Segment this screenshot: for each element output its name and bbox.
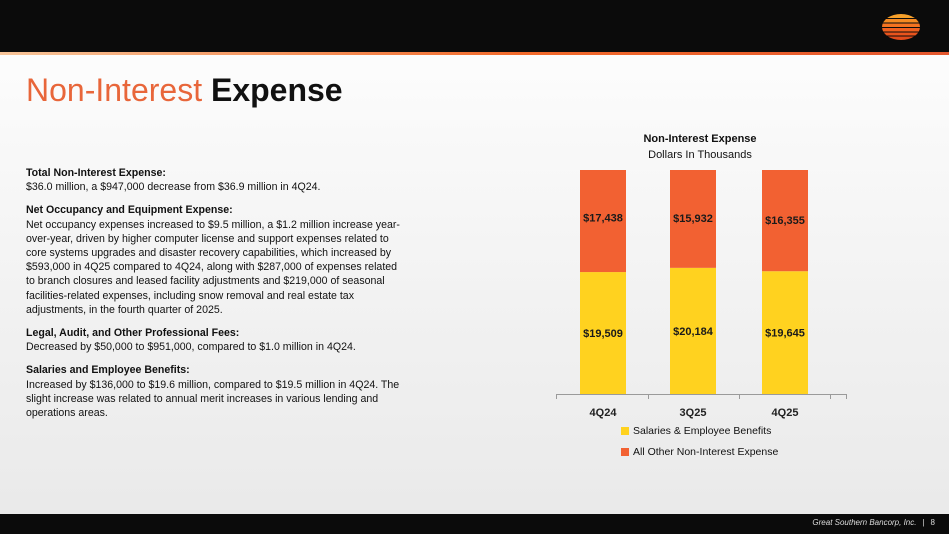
data-label-other-4q24: $17,438: [583, 213, 623, 225]
chart-legend: Salaries & Employee Benefits All Other N…: [621, 424, 778, 466]
data-label-other-3q25: $15,932: [673, 213, 713, 225]
x-tick-label-4q25: 4Q25: [772, 407, 799, 419]
section-heading: Total Non-Interest Expense:: [26, 167, 166, 179]
bar-salaries-3q25: [670, 267, 716, 394]
legend-label-salaries: Salaries & Employee Benefits: [633, 425, 772, 437]
company-logo-icon: [882, 14, 920, 40]
chart-plot: $19,509 $17,438 $20,184 $15,932 $19,645 $16,3…: [556, 170, 847, 419]
legend-label-other: All Other Non-Interest Expense: [633, 446, 779, 458]
page-title-part2: Expense: [210, 72, 343, 108]
x-tick-label-3q25: 3Q25: [680, 407, 707, 419]
expense-chart: Non-Interest Expense Dollars In Thousand…: [540, 130, 860, 460]
page-title-part1: Non-Interest: [26, 72, 211, 108]
commentary-text: Total Non-Interest Expense: $36.0 millio…: [26, 166, 406, 429]
footer: Great Southern Bancorp, Inc. | 8: [812, 518, 935, 527]
section-body: Decreased by $50,000 to $951,000, compar…: [26, 341, 356, 354]
bar-salaries-4q24: [580, 272, 626, 394]
bar-salaries-4q25: [762, 271, 808, 394]
bar-other-4q25: [762, 170, 808, 272]
chart-subtitle: Dollars In Thousands: [648, 149, 752, 161]
bottom-bar: [0, 514, 949, 534]
section-body: $36.0 million, a $947,000 decrease from …: [26, 181, 321, 194]
top-bar: [0, 0, 949, 52]
section-heading: Legal, Audit, and Other Professional Fee…: [26, 327, 240, 340]
legend-item-other: All Other Non-Interest Expense: [621, 445, 778, 459]
top-accent-line: [0, 52, 949, 55]
x-tick-label-4q24: 4Q24: [590, 407, 618, 419]
legend-swatch-other: [621, 448, 629, 456]
chart-title: Non-Interest Expense: [643, 133, 757, 145]
legend-item-salaries: Salaries & Employee Benefits: [621, 424, 778, 438]
legend-swatch-salaries: [621, 427, 629, 435]
data-label-salaries-3q25: $20,184: [673, 326, 714, 338]
section-body: Increased by $136,000 to $19.6 million, …: [26, 378, 400, 420]
bar-other-3q25: [670, 170, 716, 268]
section-occupancy: Net Occupancy and Equipment Expense: Net…: [26, 203, 406, 317]
data-label-salaries-4q24: $19,509: [583, 328, 623, 340]
data-label-salaries-4q25: $19,645: [765, 328, 805, 340]
footer-separator: |: [922, 518, 925, 527]
page-number: 8: [930, 518, 935, 527]
section-legal-fees: Legal, Audit, and Other Professional Fee…: [26, 326, 406, 354]
page-title: Non-Interest Expense: [26, 72, 343, 109]
section-salaries: Salaries and Employee Benefits: Increase…: [26, 363, 406, 420]
section-heading: Salaries and Employee Benefits:: [26, 364, 190, 377]
footer-company: Great Southern Bancorp, Inc.: [812, 518, 917, 527]
data-label-other-4q25: $16,355: [765, 215, 805, 227]
section-total-expense: Total Non-Interest Expense: $36.0 millio…: [26, 166, 406, 194]
bar-other-4q24: [580, 170, 626, 273]
section-body: Net occupancy expenses increased to $9.5…: [26, 218, 400, 316]
section-heading: Net Occupancy and Equipment Expense:: [26, 204, 233, 217]
